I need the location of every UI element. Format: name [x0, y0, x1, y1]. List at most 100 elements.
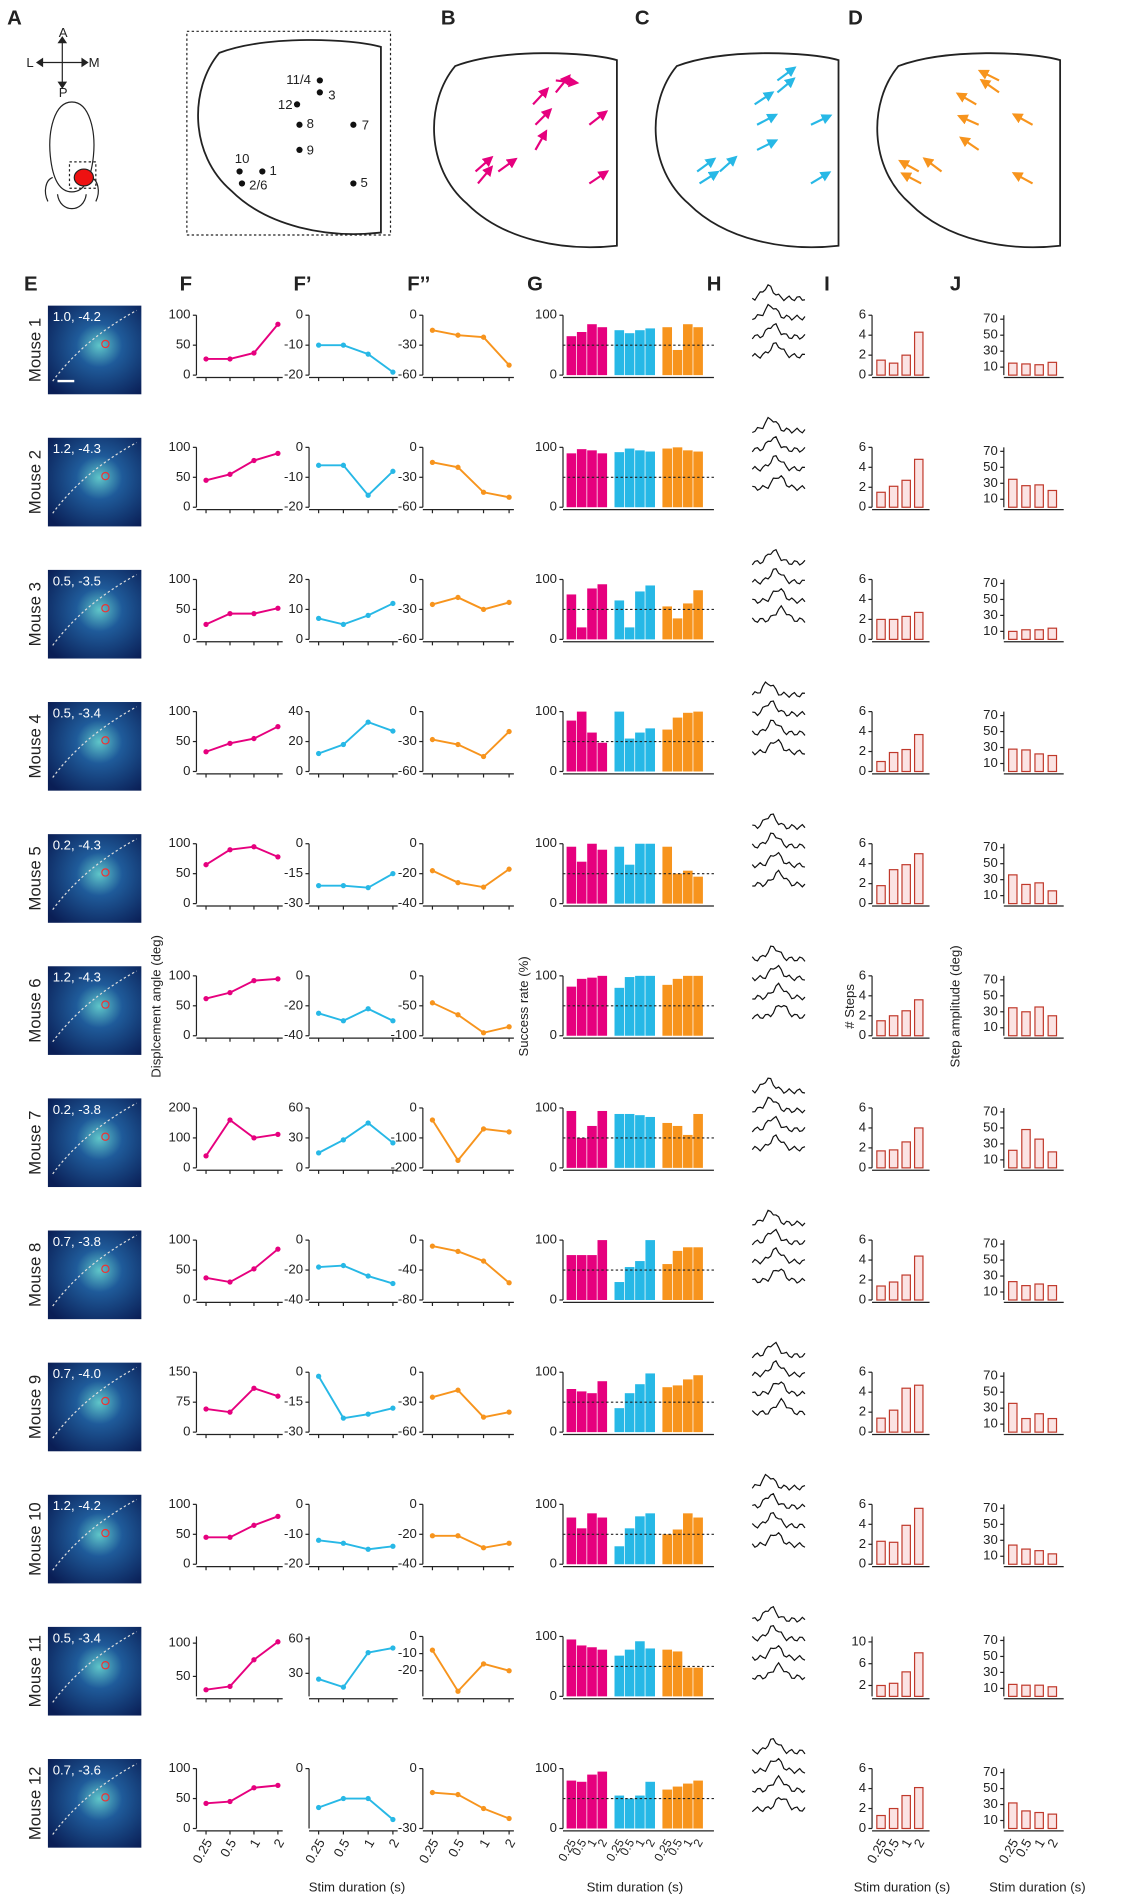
data-point: [506, 728, 512, 735]
data-point: [227, 740, 233, 746]
data-point: [429, 1000, 436, 1006]
y-tick-label: 50: [983, 1648, 998, 1663]
y-tick-label: -20: [284, 1262, 303, 1277]
y-tick-label: -20: [284, 1556, 303, 1571]
trace: [751, 1757, 806, 1775]
bar: [1047, 1686, 1058, 1697]
y-tick-label: 0: [410, 1099, 417, 1114]
y-tick-label: 10: [983, 755, 998, 770]
data-line: [432, 868, 510, 889]
y-tick-label: -60: [398, 1424, 417, 1439]
data-point: [365, 612, 371, 619]
arrow: [754, 91, 775, 106]
data-line: [431, 1119, 510, 1163]
bar: [1021, 1810, 1031, 1830]
bar: [587, 450, 597, 508]
cortex-edge: [52, 309, 137, 382]
y-tick-label: -10: [284, 337, 303, 352]
bar: [1021, 1285, 1031, 1301]
data-point: [455, 741, 461, 748]
bar: [683, 1783, 693, 1829]
trace: [751, 1397, 806, 1417]
histology-image: [47, 437, 142, 527]
bar: [876, 1285, 886, 1301]
data-point: [275, 723, 281, 730]
y-tick-label: 30: [983, 1664, 998, 1679]
bar: [1021, 749, 1031, 773]
cortex-edge: [52, 1763, 137, 1835]
bar: [635, 1516, 645, 1565]
bar: [913, 1384, 924, 1433]
arrow: [588, 110, 609, 126]
y-tick-label: 0: [296, 1364, 303, 1379]
bar: [587, 1393, 597, 1433]
y-tick-label: -40: [284, 1291, 303, 1306]
data-point: [227, 356, 233, 362]
arrow: [477, 165, 494, 185]
y-tick-label: -10: [284, 469, 303, 484]
data-line: [205, 1387, 279, 1414]
y-tick-label: 100: [535, 1760, 557, 1775]
y-tick-label: 50: [983, 723, 998, 738]
bar: [672, 1250, 683, 1300]
x-tick-label: 0.5: [217, 1836, 239, 1859]
trace: [751, 1359, 806, 1378]
data-point: [340, 1795, 347, 1802]
trace: [751, 1115, 806, 1133]
bar: [672, 1529, 683, 1565]
image-coords: 0.2, -3.8: [53, 1102, 101, 1117]
y-tick-label: 2: [859, 611, 866, 626]
cortex-edge: [52, 574, 137, 646]
trace: [752, 303, 806, 321]
y-tick-label: 0: [550, 1291, 557, 1306]
y-tick-label: 100: [169, 439, 191, 454]
map-point-label: 7: [362, 117, 369, 132]
bar: [888, 618, 899, 640]
bar: [683, 870, 693, 904]
map-point-label: 8: [307, 116, 314, 131]
bar: [1021, 629, 1031, 640]
trace: [751, 1341, 806, 1359]
y-tick-label: 0: [550, 499, 557, 514]
bar: [888, 1149, 899, 1169]
y-tick-label: -200: [391, 1159, 417, 1174]
y-tick-label: 0: [550, 1820, 557, 1835]
panel-letter: F: [180, 274, 192, 296]
data-line: [432, 1534, 510, 1549]
y-tick-label: -80: [398, 1291, 417, 1306]
map-point: [316, 89, 323, 96]
y-tick-label: 2: [859, 1007, 866, 1022]
trace: [751, 1247, 806, 1265]
arrow: [900, 172, 922, 185]
bar: [1008, 1007, 1018, 1037]
trace: [752, 1492, 806, 1510]
data-line: [205, 1118, 279, 1157]
data-point: [203, 477, 209, 483]
bar: [1034, 1138, 1044, 1169]
data-point: [390, 871, 396, 877]
y-tick-label: 0: [296, 763, 303, 778]
data-point: [429, 327, 436, 333]
data-line: [205, 1784, 279, 1805]
y-tick-label: 0: [296, 967, 303, 982]
bar: [597, 742, 608, 772]
y-tick-label: -20: [398, 1662, 417, 1677]
y-tick-label: 6: [859, 1496, 866, 1511]
bar: [576, 1528, 587, 1565]
electrode-site: [101, 471, 110, 481]
bar: [587, 1125, 597, 1168]
bar: [566, 1255, 577, 1300]
y-tick-label: 10: [983, 359, 998, 374]
y-tick-label: 50: [983, 1516, 998, 1531]
y-tick-label: -60: [398, 499, 417, 514]
data-point: [315, 462, 322, 468]
trace: [751, 1512, 806, 1529]
data-point: [506, 599, 512, 606]
data-point: [275, 1393, 281, 1399]
data-line: [432, 730, 510, 758]
bar: [614, 1113, 625, 1168]
y-tick-label: 2: [859, 1272, 866, 1287]
bar: [1008, 1544, 1018, 1565]
y-axis-label: Success rate (%): [516, 956, 531, 1056]
